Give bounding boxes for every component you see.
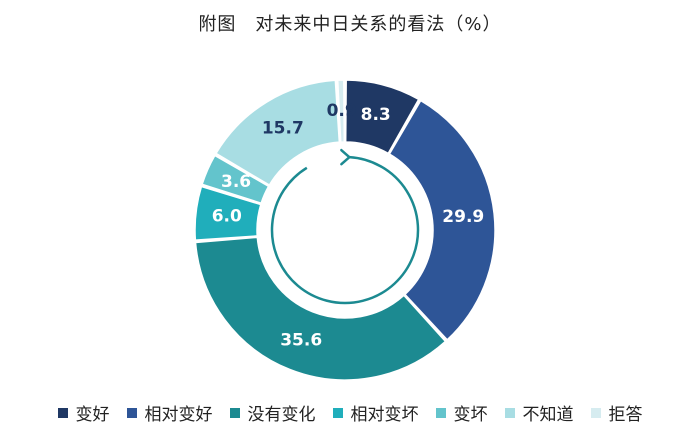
donut-slice xyxy=(194,185,262,241)
donut-slice xyxy=(214,79,341,187)
legend-label: 没有变化 xyxy=(247,405,316,425)
legend-item: 没有变化 xyxy=(229,400,316,425)
legend-swatch xyxy=(57,407,68,418)
clockwise-arrow-icon xyxy=(270,148,420,305)
slice-value-label: 35.6 xyxy=(280,331,322,351)
chart-title: 附图 对未来中日关系的看法（%） xyxy=(198,14,502,35)
legend-swatch xyxy=(229,407,240,418)
donut-chart: 8.3 29.9 35.6 6.0 3.6 15.7 0.9 xyxy=(194,79,496,381)
legend-label: 不知道 xyxy=(522,405,574,425)
legend-swatch xyxy=(126,407,137,418)
arrow-arc xyxy=(270,155,420,305)
donut-slice xyxy=(388,99,496,341)
legend-label: 变坏 xyxy=(453,405,488,425)
legend-swatch xyxy=(435,407,446,418)
legend-item: 变坏 xyxy=(435,400,488,425)
arrow-head xyxy=(340,148,351,166)
donut-slice xyxy=(336,79,346,143)
slice-value-label: 3.6 xyxy=(221,172,251,192)
legend-swatch xyxy=(504,407,515,418)
donut-slices xyxy=(194,79,496,381)
legend-label: 相对变好 xyxy=(144,405,213,425)
slice-labels: 8.3 29.9 35.6 6.0 3.6 15.7 0.9 xyxy=(212,101,485,351)
legend-item: 不知道 xyxy=(504,400,574,425)
legend-label: 相对变坏 xyxy=(350,405,419,425)
legend-swatch xyxy=(332,407,343,418)
slice-value-label: 15.7 xyxy=(262,119,304,139)
legend-label: 拒答 xyxy=(608,405,643,425)
donut-slice xyxy=(201,154,270,205)
legend-item: 相对变坏 xyxy=(332,400,419,425)
slice-value-label: 29.9 xyxy=(442,207,484,227)
donut-slice xyxy=(344,79,420,155)
legend-swatch xyxy=(590,407,601,418)
slice-value-label: 8.3 xyxy=(361,105,391,125)
slice-value-label: 0.9 xyxy=(327,101,357,121)
legend-item: 拒答 xyxy=(590,400,643,425)
legend-label: 变好 xyxy=(75,405,110,425)
legend-item: 相对变好 xyxy=(126,400,213,425)
donut-slice xyxy=(194,236,447,381)
legend-item: 变好 xyxy=(57,400,110,425)
legend: 变好 相对变好 没有变化 相对变坏 变坏 不知道 拒答 xyxy=(0,400,700,425)
slice-value-label: 6.0 xyxy=(212,207,242,227)
